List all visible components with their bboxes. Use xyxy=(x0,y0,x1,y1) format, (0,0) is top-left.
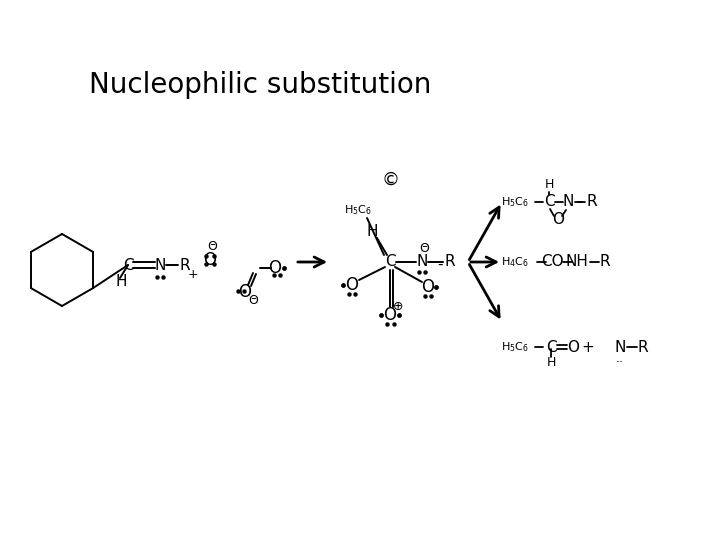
Text: H: H xyxy=(546,355,556,368)
Text: R: R xyxy=(638,340,648,354)
Text: CO: CO xyxy=(541,254,563,269)
Text: O: O xyxy=(238,283,251,301)
Text: -: - xyxy=(437,256,443,272)
Text: H$_5$C$_6$: H$_5$C$_6$ xyxy=(344,203,372,217)
Text: O: O xyxy=(346,276,359,294)
Text: C: C xyxy=(122,258,133,273)
Text: +: + xyxy=(188,268,198,281)
Text: N: N xyxy=(416,254,428,269)
Text: O: O xyxy=(421,278,434,296)
Text: +: + xyxy=(582,340,595,354)
Text: H: H xyxy=(366,225,378,240)
Text: Nucleophilic substitution: Nucleophilic substitution xyxy=(89,71,431,99)
Text: N: N xyxy=(154,258,166,273)
Text: O: O xyxy=(269,259,282,277)
Text: N: N xyxy=(562,194,574,210)
Text: C: C xyxy=(544,194,554,210)
Text: Θ: Θ xyxy=(207,240,217,253)
Text: H$_5$C$_6$: H$_5$C$_6$ xyxy=(501,340,529,354)
Text: R: R xyxy=(445,254,455,269)
Text: H$_4$C$_6$: H$_4$C$_6$ xyxy=(501,255,529,269)
Text: R: R xyxy=(180,258,190,273)
Text: C: C xyxy=(546,340,557,354)
Text: NH: NH xyxy=(566,254,588,269)
Text: O: O xyxy=(384,306,397,324)
Text: N: N xyxy=(614,340,626,354)
Text: C: C xyxy=(384,254,395,269)
Text: ⊕: ⊕ xyxy=(392,300,403,313)
Text: O: O xyxy=(204,251,217,269)
Text: Θ: Θ xyxy=(419,242,429,255)
Text: H: H xyxy=(544,179,554,192)
Text: ©: © xyxy=(381,171,399,189)
Text: O: O xyxy=(552,212,564,226)
Text: H: H xyxy=(115,274,127,289)
Text: O: O xyxy=(567,340,579,354)
Text: ..: .. xyxy=(616,352,624,365)
Text: H$_5$C$_6$: H$_5$C$_6$ xyxy=(501,195,529,209)
Text: R: R xyxy=(587,194,598,210)
Text: Θ: Θ xyxy=(248,294,258,307)
Text: R: R xyxy=(600,254,611,269)
